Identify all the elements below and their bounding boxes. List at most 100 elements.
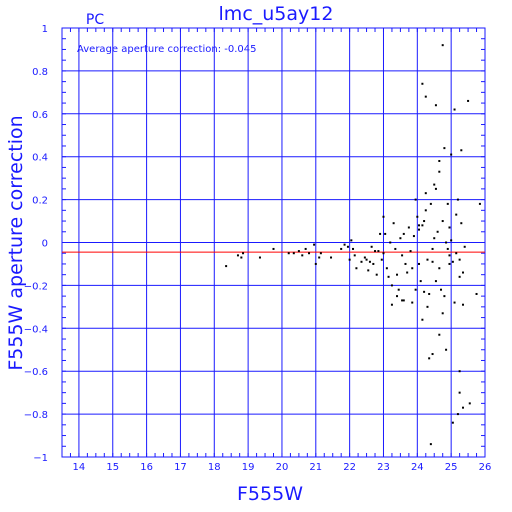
x-tick-labels: 14 15 16 17 18 19 20 21 22 23 24 25 26 [73,462,492,473]
data-point [363,256,366,259]
data-point [304,247,307,250]
data-point [370,245,373,248]
data-point [360,260,363,263]
x-tick-label: 15 [106,462,119,473]
data-point [446,202,449,205]
x-tick-label: 14 [73,462,86,473]
data-point [438,267,441,270]
data-point [292,252,295,255]
data-point [372,262,375,265]
data-point [451,421,454,424]
data-point [434,280,437,283]
data-point [450,153,453,156]
data-point [462,303,465,306]
data-point [458,391,461,394]
x-tick-label: 21 [309,462,322,473]
data-point [414,288,417,291]
data-point [352,247,355,250]
detector-label: PC [86,12,104,28]
data-point [225,265,228,268]
data-point [448,226,451,229]
data-point [348,258,351,261]
data-point [272,247,275,250]
data-point [421,224,424,227]
x-tick-label: 25 [445,462,458,473]
data-point [426,305,429,308]
data-point [411,267,414,270]
data-point [441,44,444,47]
data-point [456,413,459,416]
data-point [429,443,432,446]
data-point [428,357,431,360]
data-point [433,237,436,240]
data-point [463,245,466,248]
data-point [330,256,333,259]
data-point [428,292,431,295]
chart-title: lmc_u5ay12 [219,3,334,25]
data-point [424,209,427,212]
data-point [368,260,371,263]
y-tick-label: 1 [42,24,48,35]
y-tick-labels: −1 −0.8 −0.6 −0.4 −0.2 0 0.2 0.4 0.6 0.8 1 [24,24,48,464]
data-points [225,44,481,446]
data-point [346,245,349,248]
average-annotation: Average aperture correction: -0.045 [77,44,257,55]
data-point [240,256,243,259]
data-point [365,258,368,261]
data-point [418,228,421,231]
y-tick-label: −0.4 [24,324,48,335]
data-point [402,299,405,302]
x-tick-label: 16 [140,462,153,473]
data-point [468,402,471,405]
data-point [450,239,453,242]
data-point [353,254,356,257]
data-point [438,159,441,162]
data-point [421,82,424,85]
data-point [396,273,399,276]
y-tick-label: 0.6 [32,110,48,121]
plot-frame [61,27,486,458]
data-point [475,292,478,295]
data-point [314,262,317,265]
data-point [424,95,427,98]
data-point [418,262,421,265]
data-point [433,183,436,186]
data-point [429,202,432,205]
data-point [423,290,426,293]
x-tick-label: 26 [479,462,492,473]
data-point [455,213,458,216]
data-point [406,271,409,274]
data-point [236,254,239,257]
data-point [287,252,290,255]
x-tick-label: 22 [343,462,356,473]
x-tick-label: 23 [377,462,390,473]
data-point [456,198,459,201]
data-point [460,222,463,225]
data-point [448,254,451,257]
data-point [448,262,451,265]
data-point [434,104,437,107]
data-point [441,220,444,223]
data-point [446,247,449,250]
data-point [431,353,434,356]
x-tick-label: 17 [174,462,187,473]
data-point [440,288,443,291]
data-point [258,256,261,259]
data-point [453,301,456,304]
data-point [414,198,417,201]
data-point [343,243,346,246]
data-point [458,258,461,261]
data-point [301,254,304,257]
data-point [380,258,383,261]
data-point [436,230,439,233]
data-point [431,247,434,250]
data-point [396,295,399,298]
data-point [445,241,448,244]
data-point [390,303,393,306]
data-point [424,192,427,195]
data-point [382,215,385,218]
data-point [313,243,316,246]
data-point [438,333,441,336]
